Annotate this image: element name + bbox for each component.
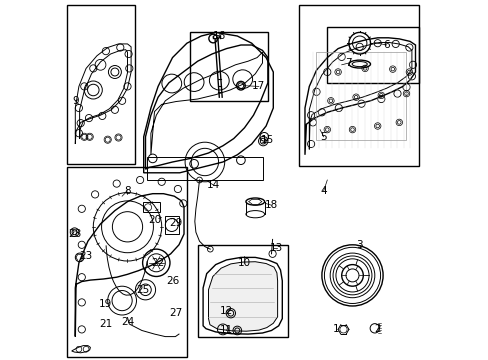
Bar (147, 157, 262, 180)
Text: 28: 28 (68, 229, 81, 239)
Bar (326, 27, 418, 83)
Bar (298, 5, 418, 166)
Polygon shape (75, 194, 183, 337)
Text: 27: 27 (169, 308, 183, 318)
Text: 12: 12 (220, 306, 233, 316)
Text: 16: 16 (212, 31, 225, 41)
Text: 14: 14 (207, 180, 220, 190)
Text: 26: 26 (165, 276, 179, 286)
Text: 20: 20 (148, 215, 161, 225)
Polygon shape (208, 262, 277, 331)
Bar (164, 216, 179, 234)
Bar (67, 5, 134, 164)
Text: 7: 7 (345, 58, 351, 68)
Text: 5: 5 (320, 132, 326, 142)
Text: 24: 24 (121, 317, 134, 327)
Text: 15: 15 (261, 135, 274, 145)
Text: 18: 18 (264, 200, 278, 210)
Text: 2: 2 (374, 324, 380, 334)
Text: 3: 3 (356, 240, 362, 250)
Text: 4: 4 (320, 186, 326, 196)
Text: 25: 25 (136, 285, 149, 295)
Text: 10: 10 (238, 258, 250, 268)
Text: 21: 21 (99, 319, 112, 329)
Text: 29: 29 (169, 218, 183, 228)
Text: 19: 19 (99, 299, 112, 309)
Text: 11: 11 (220, 325, 233, 336)
Bar (197, 245, 287, 337)
Text: 13: 13 (270, 243, 283, 253)
Text: 17: 17 (252, 81, 265, 91)
Text: 8: 8 (124, 186, 131, 196)
Text: 22: 22 (151, 258, 164, 268)
Polygon shape (203, 257, 282, 334)
Text: 6: 6 (383, 40, 389, 50)
Bar (67, 167, 186, 357)
Bar (142, 202, 160, 212)
Bar (316, 52, 406, 140)
Ellipse shape (213, 35, 219, 39)
Text: 23: 23 (79, 251, 92, 261)
Bar (190, 32, 267, 101)
Text: 1: 1 (332, 324, 339, 334)
Text: 9: 9 (72, 96, 79, 106)
